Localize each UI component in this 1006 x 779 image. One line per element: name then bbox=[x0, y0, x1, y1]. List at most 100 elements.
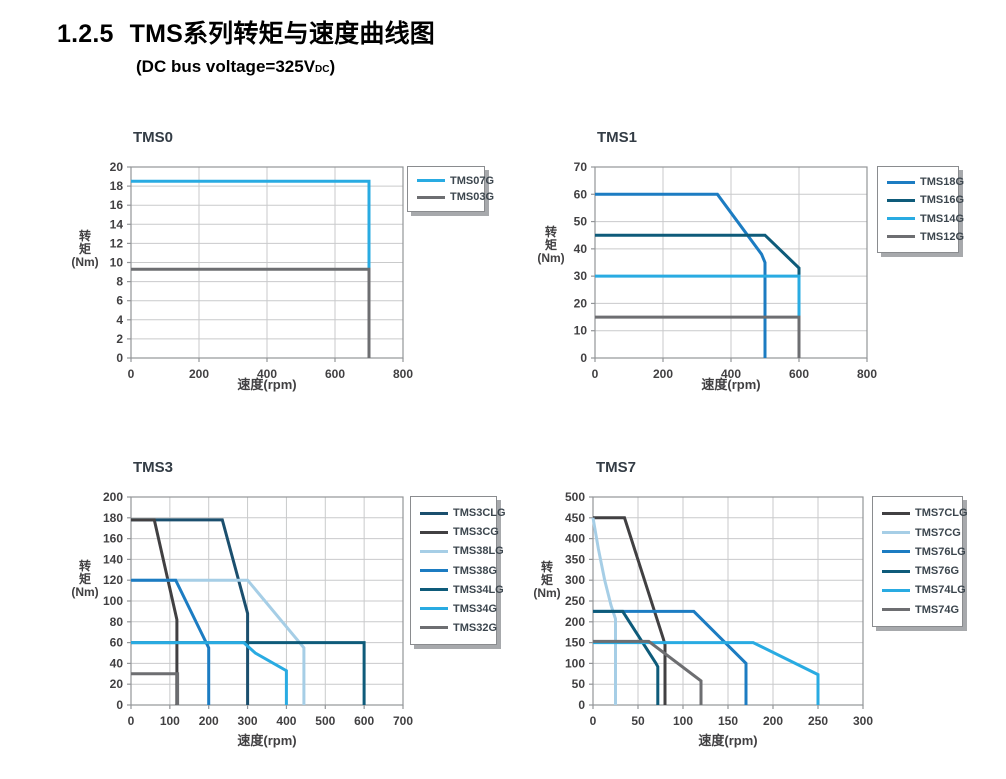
svg-text:200: 200 bbox=[103, 490, 123, 504]
legend-label: TMS7CG bbox=[915, 526, 961, 539]
svg-text:0: 0 bbox=[590, 714, 597, 728]
svg-text:4: 4 bbox=[116, 313, 123, 327]
legend-item: TMS16G bbox=[887, 194, 964, 206]
y-axis-label-line: (Nm) bbox=[71, 255, 99, 269]
subtitle-subscript: DC bbox=[315, 64, 330, 75]
y-axis-label: 转矩 (Nm) bbox=[525, 226, 577, 265]
y-axis-label-line: 矩 bbox=[78, 572, 91, 586]
svg-text:400: 400 bbox=[276, 714, 296, 728]
svg-text:100: 100 bbox=[673, 714, 693, 728]
legend-item: TMS12G bbox=[887, 231, 964, 243]
legend-item: TMS34LG bbox=[420, 584, 504, 596]
legend-item: TMS76G bbox=[882, 565, 962, 577]
svg-text:100: 100 bbox=[160, 714, 180, 728]
svg-text:12: 12 bbox=[110, 236, 124, 250]
legend-label: TMS76G bbox=[915, 565, 960, 578]
svg-text:20: 20 bbox=[574, 296, 588, 310]
svg-text:6: 6 bbox=[116, 294, 123, 308]
y-axis-label-line: 转 bbox=[544, 225, 557, 239]
chart-title: TMS1 bbox=[597, 129, 638, 146]
svg-text:200: 200 bbox=[199, 714, 219, 728]
legend-swatch bbox=[417, 179, 445, 183]
subtitle-close: ) bbox=[329, 57, 336, 76]
svg-text:100: 100 bbox=[565, 656, 585, 670]
legend-label: TMS38LG bbox=[453, 545, 504, 558]
legend-swatch bbox=[420, 588, 448, 592]
svg-text:200: 200 bbox=[189, 367, 209, 381]
svg-text:800: 800 bbox=[393, 367, 413, 381]
svg-text:0: 0 bbox=[592, 367, 599, 381]
svg-text:400: 400 bbox=[565, 532, 585, 546]
svg-text:50: 50 bbox=[574, 215, 588, 229]
legend-label: TMS12G bbox=[920, 230, 965, 243]
x-axis-label: 速度(rpm) bbox=[701, 377, 761, 392]
legend-swatch bbox=[882, 588, 910, 592]
svg-text:140: 140 bbox=[103, 552, 123, 566]
svg-text:70: 70 bbox=[574, 160, 588, 174]
svg-text:0: 0 bbox=[116, 698, 123, 712]
chart-title: TMS7 bbox=[596, 459, 637, 476]
svg-text:200: 200 bbox=[653, 367, 673, 381]
svg-text:20: 20 bbox=[110, 677, 124, 691]
svg-text:500: 500 bbox=[565, 490, 585, 504]
plot-area: 0 50 100 150 200 250 300 350 400 450 500 0 50 100 150 2… bbox=[565, 490, 873, 728]
section-title: TMS系列转矩与速度曲线图 bbox=[129, 20, 435, 48]
svg-text:60: 60 bbox=[110, 636, 124, 650]
y-axis-label-line: (Nm) bbox=[71, 585, 99, 599]
legend-label: TMS34LG bbox=[453, 583, 504, 596]
legend-swatch bbox=[420, 626, 448, 630]
plot-area: 0 10 20 30 40 50 60 70 0 200 400 600 800 bbox=[574, 160, 878, 381]
svg-text:50: 50 bbox=[631, 714, 645, 728]
legend-label: TMS38G bbox=[453, 564, 498, 577]
svg-text:18: 18 bbox=[110, 179, 124, 193]
svg-text:40: 40 bbox=[110, 656, 124, 670]
legend-label: TMS16G bbox=[920, 194, 965, 207]
legend-label: TMS7CLG bbox=[915, 507, 968, 520]
svg-text:10: 10 bbox=[574, 324, 588, 338]
legend-item: TMS07G bbox=[417, 175, 494, 187]
svg-text:80: 80 bbox=[110, 615, 124, 629]
svg-text:400: 400 bbox=[721, 367, 741, 381]
legend-label: TMS3CG bbox=[453, 526, 499, 539]
legend-swatch bbox=[417, 195, 445, 199]
chart-title: TMS3 bbox=[133, 459, 174, 476]
legend-label: TMS34G bbox=[453, 602, 498, 615]
y-axis-label-line: 转 bbox=[78, 229, 91, 243]
legend-swatch bbox=[887, 180, 915, 184]
svg-text:2: 2 bbox=[116, 332, 123, 346]
legend-label: TMS07G bbox=[450, 174, 495, 187]
svg-text:0: 0 bbox=[580, 351, 587, 365]
legend-swatch bbox=[882, 550, 910, 554]
legend-label: TMS74LG bbox=[915, 584, 966, 597]
svg-text:600: 600 bbox=[789, 367, 809, 381]
svg-text:30: 30 bbox=[574, 269, 588, 283]
svg-text:60: 60 bbox=[574, 187, 588, 201]
svg-text:120: 120 bbox=[103, 573, 123, 587]
legend: TMS07G TMS03G bbox=[407, 166, 494, 212]
x-axis-label: 速度(rpm) bbox=[237, 377, 297, 392]
svg-text:0: 0 bbox=[128, 714, 135, 728]
legend-item: TMS3CLG bbox=[420, 507, 506, 519]
legend-label: TMS76LG bbox=[915, 545, 966, 558]
legend-item: TMS32G bbox=[420, 621, 498, 634]
svg-text:8: 8 bbox=[116, 275, 123, 289]
legend-label: TMS32G bbox=[453, 621, 498, 634]
svg-text:0: 0 bbox=[116, 351, 123, 365]
svg-text:200: 200 bbox=[565, 615, 585, 629]
svg-text:250: 250 bbox=[565, 594, 585, 608]
section-number: 1.2.5 bbox=[57, 20, 114, 48]
svg-text:350: 350 bbox=[565, 552, 585, 566]
legend-item: TMS7CLG bbox=[882, 507, 968, 519]
svg-text:300: 300 bbox=[238, 714, 258, 728]
y-axis-label-line: 矩 bbox=[544, 238, 557, 252]
legend-item: TMS38G bbox=[420, 564, 498, 577]
y-axis-label: 转矩 (Nm) bbox=[59, 230, 111, 269]
svg-text:500: 500 bbox=[315, 714, 335, 728]
legend-swatch bbox=[882, 608, 910, 612]
legend-swatch bbox=[420, 569, 448, 572]
subtitle-text: (DC bus voltage=325V bbox=[136, 57, 316, 76]
legend-swatch bbox=[887, 198, 915, 202]
svg-text:100: 100 bbox=[103, 594, 123, 608]
y-axis-label-line: 矩 bbox=[78, 242, 91, 256]
